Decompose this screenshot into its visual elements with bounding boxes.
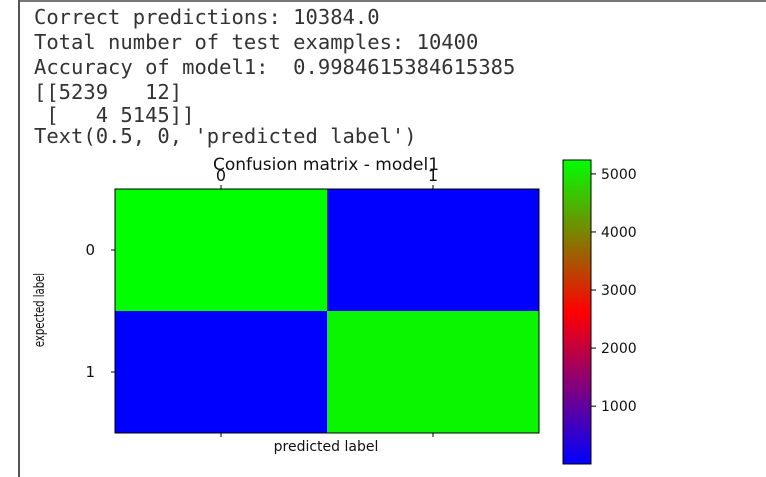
chart-title: Confusion matrix - model1 — [213, 155, 439, 175]
colorbar-tick-label-0: 1000 — [601, 399, 637, 415]
heatmap-cell-1-0 — [115, 311, 328, 434]
x-axis-label: predicted label — [274, 439, 379, 455]
colorbar — [562, 159, 592, 465]
output-line-correct-predictions: Correct predictions: 10384.0 — [34, 5, 380, 29]
y-axis-label: expected label — [31, 273, 47, 347]
colorbar-ticks: 1000 2000 3000 4000 5000 — [591, 167, 637, 415]
y-tick-label-0: 0 — [85, 241, 95, 259]
colorbar-tick-label-3: 4000 — [601, 225, 637, 241]
colorbar-tick-label-4: 5000 — [601, 167, 637, 183]
heatmap-cells — [115, 189, 540, 434]
heatmap-cell-0-0 — [115, 189, 328, 312]
colorbar-tick-label-2: 3000 — [601, 283, 637, 299]
colorbar-tick-label-1: 2000 — [601, 341, 637, 357]
output-line-matrix-row-0: [[5239 12] — [34, 80, 183, 104]
x-tick-label-0: 0 — [216, 166, 226, 185]
x-tick-label-1: 1 — [428, 166, 438, 185]
y-ticks: 01 — [85, 241, 115, 381]
cell-left-border — [18, 0, 20, 477]
y-tick-label-1: 1 — [85, 363, 95, 381]
heatmap-cell-1-1 — [327, 311, 540, 434]
heatmap-cell-0-1 — [327, 189, 540, 312]
output-line-text-repr: Text(0.5, 0, 'predicted label') — [34, 124, 417, 148]
output-line-accuracy: Accuracy of model1: 0.9984615384615385 — [34, 55, 516, 79]
plot-frame — [114, 188, 540, 434]
cell-top-border — [18, 0, 766, 2]
output-line-total-examples: Total number of test examples: 10400 — [34, 30, 479, 54]
output-line-matrix-row-1: [ 4 5145]] — [34, 103, 195, 127]
